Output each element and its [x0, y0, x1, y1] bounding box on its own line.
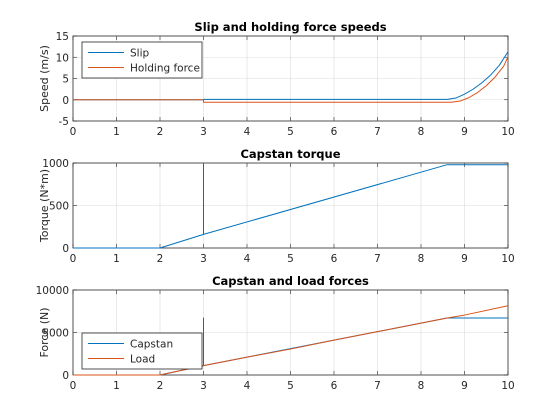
x-tick-label: 4 [244, 380, 251, 392]
y-axis-label: Force (N) [38, 307, 51, 357]
x-tick-label: 8 [418, 126, 425, 138]
y-tick-label: 10000 [36, 285, 69, 297]
y-tick-label: -5 [59, 116, 69, 128]
x-tick-label: 9 [461, 253, 468, 265]
x-tick-label: 10 [501, 126, 514, 138]
chart-title: Slip and holding force speeds [194, 20, 386, 34]
legend-label: Load [130, 354, 155, 366]
legend-label: Capstan [130, 339, 173, 351]
legend-box [81, 41, 203, 79]
legend-label: Slip [130, 48, 149, 60]
x-tick-label: 7 [374, 253, 381, 265]
y-axis-label: Speed (m/s) [38, 45, 51, 112]
x-tick-label: 7 [374, 380, 381, 392]
y-axis-label: Torque (N*m) [38, 169, 51, 243]
x-tick-label: 7 [374, 126, 381, 138]
chart-title: Capstan and load forces [212, 274, 369, 288]
x-tick-label: 6 [331, 380, 338, 392]
x-tick-label: 5 [287, 380, 294, 392]
x-tick-label: 8 [418, 253, 425, 265]
y-tick-label: 5000 [42, 328, 69, 340]
x-tick-label: 2 [157, 126, 164, 138]
x-tick-label: 10 [501, 380, 514, 392]
y-tick-label: 5 [62, 74, 69, 86]
y-tick-label: 15 [56, 31, 69, 43]
y-tick-label: 0 [62, 243, 69, 255]
x-tick-label: 4 [244, 126, 251, 138]
series-line-holding-force [73, 56, 509, 103]
x-tick-label: 0 [70, 380, 77, 392]
chart-title: Capstan torque [240, 147, 340, 161]
x-tick-label: 3 [200, 126, 207, 138]
x-tick-label: 10 [501, 253, 514, 265]
x-tick-label: 6 [331, 253, 338, 265]
y-tick-label: 1000 [42, 158, 69, 170]
chart-3: 0 1 2 3 4 5 6 7 8 9 10 0 5000 10000 Capstan and load f… [36, 274, 515, 392]
y-tick-label: 500 [49, 201, 69, 213]
x-tick-label: 9 [461, 126, 468, 138]
x-tick-label: 9 [461, 380, 468, 392]
x-tick-label: 2 [157, 380, 164, 392]
x-tick-label: 0 [70, 126, 77, 138]
x-tick-label: 8 [418, 380, 425, 392]
x-tick-label: 5 [287, 126, 294, 138]
x-tick-label: 1 [113, 126, 120, 138]
y-tick-label: 0 [62, 95, 69, 107]
x-tick-label: 6 [331, 126, 338, 138]
x-tick-label: 1 [113, 380, 120, 392]
y-tick-label: 10 [56, 52, 69, 64]
x-tick-label: 0 [70, 253, 77, 265]
x-tick-label: 3 [200, 253, 207, 265]
legend: Capstan Load [81, 332, 203, 370]
y-tick-label: 0 [62, 370, 69, 382]
x-tick-label: 3 [200, 380, 207, 392]
x-tick-label: 4 [244, 253, 251, 265]
x-tick-label: 5 [287, 253, 294, 265]
legend: Slip Holding force [81, 41, 203, 79]
legend-box [81, 332, 203, 370]
chart-2: 0 1 2 3 4 5 6 7 8 9 10 0 500 1000 Capstan torque Torque… [38, 147, 515, 265]
legend-label: Holding force [130, 63, 200, 75]
x-tick-label: 1 [113, 253, 120, 265]
x-tick-label: 2 [157, 253, 164, 265]
series-line-1 [73, 162, 508, 249]
